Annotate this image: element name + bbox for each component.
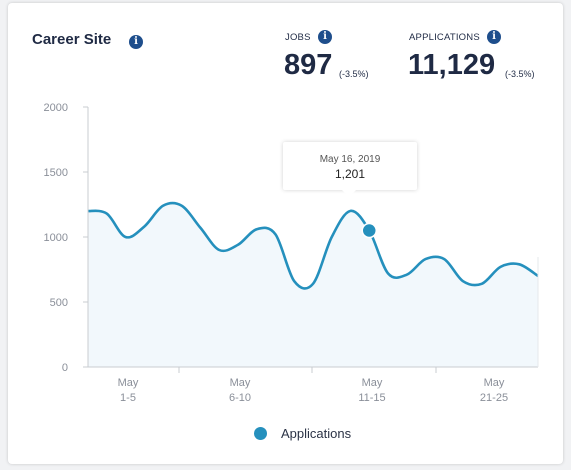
applications-label: APPLICATIONS [409, 32, 480, 43]
info-icon[interactable]: i [129, 35, 143, 49]
x-tick-label: May [118, 377, 139, 389]
highlight-point [361, 222, 377, 239]
x-tick-label: May [362, 377, 383, 389]
x-tick-label: May [230, 377, 251, 389]
x-tick-sublabel: 11-15 [358, 392, 385, 404]
jobs-label: JOBS [285, 32, 311, 43]
card-title: Career Site [32, 31, 112, 48]
legend-label: Applications [281, 425, 352, 441]
info-icon[interactable]: i [487, 30, 501, 44]
y-tick-label: 0 [62, 362, 68, 374]
y-tick-label: 1500 [44, 167, 68, 179]
x-tick-sublabel: 21-25 [480, 392, 508, 404]
y-tick-label: 1000 [44, 232, 68, 244]
tooltip: May 16, 2019 1,201 [283, 142, 417, 197]
y-tick-label: 500 [50, 297, 68, 309]
jobs-delta: (-3.5%) [339, 69, 369, 79]
x-tick-label: May [484, 377, 505, 389]
applications-delta: (-3.5%) [505, 69, 535, 79]
info-icon[interactable]: i [318, 30, 332, 44]
y-tick-label: 2000 [44, 102, 68, 114]
series-line [87, 201, 539, 290]
jobs-value: 897 [284, 49, 333, 81]
x-tick-sublabel: 6-10 [229, 392, 251, 404]
tooltip-value: 1,201 [334, 167, 366, 181]
applications-value: 11,129 [408, 49, 496, 81]
tooltip-date: May 16, 2019 [319, 154, 381, 165]
chart-legend[interactable]: Applications [254, 423, 351, 443]
legend-marker [254, 426, 267, 440]
x-tick-sublabel: 1-5 [120, 392, 136, 404]
